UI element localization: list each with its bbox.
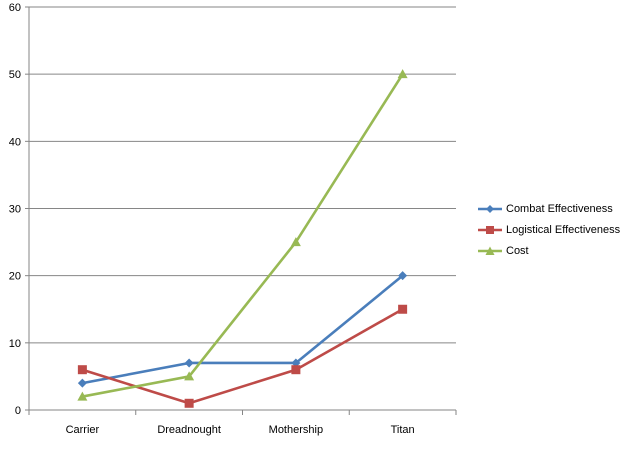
legend-label: Combat Effectiveness — [506, 202, 613, 215]
legend-item-combat-effectiveness: Combat Effectiveness — [478, 198, 638, 219]
series-combat-effectiveness — [77, 271, 408, 388]
data-point — [397, 69, 408, 79]
series-cost — [77, 69, 408, 401]
gridlines — [29, 6, 456, 344]
y-tick-label: 40 — [9, 136, 21, 148]
data-point — [291, 365, 301, 375]
series-line — [82, 73, 404, 398]
legend-label: Logistical Effectiveness — [506, 223, 621, 236]
y-tick-label: 0 — [15, 405, 21, 417]
legend-item-cost: Cost — [478, 240, 638, 261]
y-tick-label: 60 — [9, 2, 21, 14]
legend-label: Cost — [506, 244, 529, 257]
data-point — [184, 371, 195, 381]
y-tick-label: 10 — [9, 338, 21, 350]
x-tick-label: Titan — [391, 424, 415, 436]
y-tick-label: 20 — [9, 271, 21, 283]
y-tick-label: 30 — [9, 204, 21, 216]
data-point — [184, 398, 194, 408]
series-logistical-effectiveness — [77, 304, 408, 408]
data-point — [290, 237, 301, 247]
series-line — [81, 308, 404, 405]
data-point — [77, 378, 87, 388]
square-marker-icon — [478, 225, 502, 234]
axes: 0 10 20 30 40 50 60 Carrier Dreadnought Mothershi… — [9, 2, 457, 436]
series — [77, 69, 408, 408]
series-line — [82, 274, 404, 385]
data-point — [184, 358, 194, 368]
triangle-marker-icon — [478, 246, 502, 255]
y-tick-label: 50 — [9, 69, 21, 81]
x-tick-label: Carrier — [66, 424, 100, 436]
data-point — [77, 391, 88, 401]
data-point — [77, 365, 87, 375]
diamond-marker-icon — [478, 204, 502, 213]
legend: Combat Effectiveness Logistical Effectiv… — [478, 198, 638, 261]
x-tick-label: Dreadnought — [157, 424, 221, 436]
legend-item-logistical-effectiveness: Logistical Effectiveness — [478, 219, 638, 240]
x-tick-label: Mothership — [269, 424, 323, 436]
data-point — [398, 271, 408, 281]
data-point — [398, 304, 408, 314]
